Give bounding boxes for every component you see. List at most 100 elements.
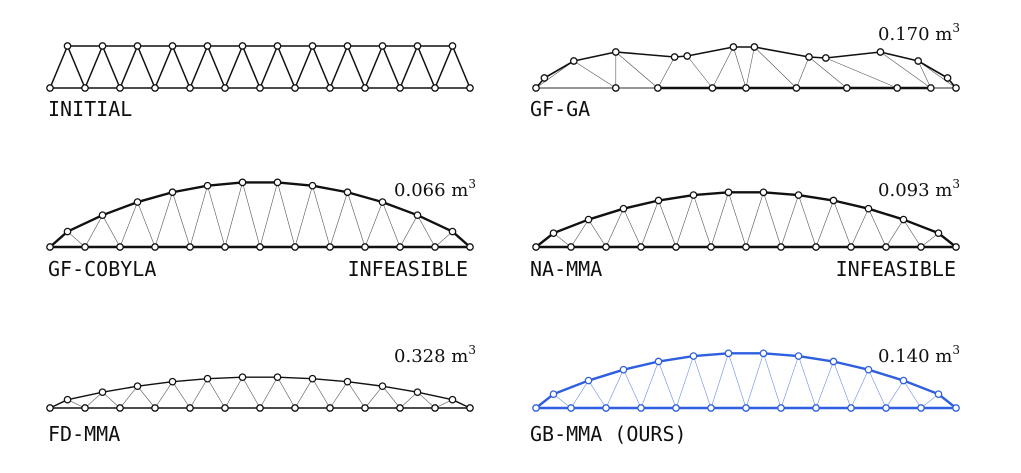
truss-node	[466, 84, 474, 92]
truss-member	[880, 51, 931, 89]
truss-member	[277, 182, 296, 248]
panel-label: GB-MMA (OURS)	[530, 422, 687, 446]
truss-member	[416, 213, 454, 233]
truss-node	[81, 84, 89, 92]
panel-gf-cobyla: GF-COBYLA INFEASIBLE 0.066 m3	[46, 177, 476, 281]
truss-member	[381, 200, 419, 217]
truss-member	[294, 45, 314, 89]
truss-node	[584, 376, 593, 385]
truss-member	[451, 45, 471, 89]
truss-node	[133, 382, 142, 391]
truss-node	[637, 243, 645, 251]
truss-node	[256, 404, 264, 412]
truss-member	[728, 353, 747, 409]
truss-node	[567, 243, 575, 251]
volume-value: 0.170 m3	[878, 21, 960, 45]
truss-node	[611, 84, 620, 92]
truss-node	[893, 84, 902, 92]
truss-node	[203, 374, 212, 383]
truss-initial	[46, 42, 474, 92]
truss-node	[602, 404, 610, 412]
truss-member	[276, 376, 314, 380]
truss-node	[186, 243, 194, 251]
truss-node	[611, 48, 620, 56]
truss-node	[413, 388, 422, 397]
truss-member	[902, 379, 940, 396]
truss-node	[683, 52, 692, 60]
truss-node	[742, 243, 750, 251]
truss-node	[943, 74, 952, 82]
truss-member	[622, 199, 660, 210]
truss-node	[361, 404, 369, 412]
truss-member	[329, 381, 348, 409]
truss-node	[46, 404, 54, 412]
truss-member	[416, 45, 436, 89]
truss-member	[84, 45, 104, 89]
truss-member	[381, 45, 401, 89]
truss-member	[84, 215, 103, 248]
truss-node	[361, 84, 369, 92]
truss-node	[448, 395, 457, 404]
truss-member	[797, 354, 835, 363]
truss-node	[952, 243, 960, 251]
truss-gf-ga	[532, 43, 960, 92]
truss-node	[396, 243, 404, 251]
truss-node	[98, 388, 107, 397]
truss-node	[689, 191, 698, 199]
truss-node	[724, 349, 733, 358]
truss-member	[692, 191, 730, 197]
truss-member	[903, 380, 922, 409]
truss-member	[868, 208, 887, 248]
truss-member	[101, 45, 121, 89]
truss-node	[151, 243, 159, 251]
truss-member	[364, 201, 383, 248]
truss-node	[326, 243, 334, 251]
truss-member	[66, 213, 104, 233]
truss-node	[256, 84, 264, 92]
truss-member	[119, 45, 139, 89]
truss-member	[879, 51, 920, 62]
truss-node	[864, 204, 873, 213]
truss-member	[206, 376, 244, 380]
truss-node	[777, 243, 785, 251]
truss-member	[763, 353, 782, 409]
truss-member	[832, 199, 870, 210]
truss-member	[451, 230, 472, 249]
truss-member	[797, 193, 835, 202]
truss-member	[570, 219, 589, 248]
truss-node	[532, 404, 540, 412]
truss-member	[780, 194, 799, 248]
truss-member	[434, 45, 454, 89]
truss-member	[808, 56, 847, 89]
truss-node	[934, 229, 943, 238]
truss-member	[48, 230, 69, 249]
truss-member	[276, 45, 296, 89]
truss-node	[413, 211, 422, 220]
truss-node	[238, 373, 247, 382]
truss-member	[189, 185, 208, 248]
truss-node	[917, 243, 925, 251]
truss-member	[137, 201, 156, 248]
truss-member	[832, 360, 870, 371]
truss-node	[308, 42, 317, 50]
truss-node	[326, 404, 334, 412]
truss-member	[573, 60, 616, 89]
truss-member	[815, 200, 834, 248]
truss-node	[847, 404, 855, 412]
panel-label: NA-MMA	[530, 257, 602, 281]
truss-member	[885, 380, 904, 409]
truss-member	[745, 353, 764, 409]
truss-member	[66, 391, 104, 401]
truss-member	[399, 391, 418, 409]
truss-node	[238, 178, 247, 187]
truss-node	[151, 404, 159, 412]
truss-member	[903, 219, 922, 248]
truss-member	[753, 46, 810, 58]
truss-member	[346, 45, 366, 89]
truss-member	[543, 60, 575, 79]
truss-node	[540, 74, 549, 82]
truss-member	[902, 218, 940, 235]
truss-node	[602, 243, 610, 251]
truss-node	[431, 404, 439, 412]
truss-member	[623, 369, 642, 409]
